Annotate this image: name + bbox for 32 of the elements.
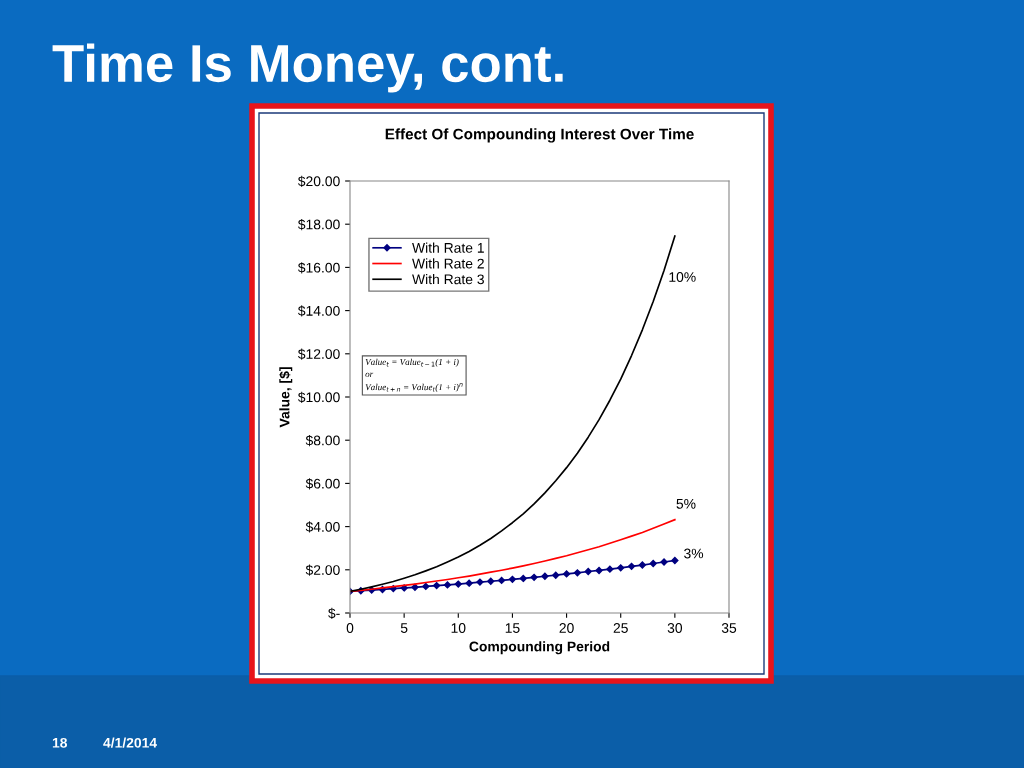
y-tick-label: $8.00 — [305, 434, 340, 447]
x-tick-label: 35 — [721, 623, 737, 633]
y-tick-label: $4.00 — [305, 521, 340, 533]
chart-subtitle: Effect Of Compounding Interest Over Time — [385, 128, 694, 143]
y-tick-label: $12.00 — [297, 348, 340, 360]
y-tick-label: $16.00 — [297, 262, 340, 274]
annotation: 3% — [684, 548, 704, 559]
x-tick-label: 5 — [400, 623, 408, 633]
x-tick-label: 20 — [559, 623, 574, 633]
x-axis-title: Compounding Period — [469, 641, 610, 655]
annotation: 10% — [669, 272, 696, 282]
x-tick-label: 10 — [451, 623, 466, 633]
annotation: 5% — [676, 498, 696, 509]
y-tick-label: $6.00 — [305, 478, 340, 490]
y-tick-label: $10.00 — [297, 391, 340, 403]
y-tick-label: $14.00 — [297, 305, 340, 317]
text: 4/1/2014 — [103, 737, 157, 748]
x-tick-label: 25 — [613, 623, 628, 633]
y-tick-label: $18.00 — [297, 218, 340, 231]
text: 18 — [52, 737, 68, 748]
y-tick-label: $- — [328, 607, 340, 619]
x-tick-label: 30 — [667, 623, 683, 633]
chart-title: Time Is Money, cont. — [52, 43, 563, 93]
x-tick-label: 0 — [346, 623, 354, 633]
y-tick-label: $2.00 — [305, 564, 340, 576]
x-tick-label: 15 — [505, 623, 520, 633]
text: Value$_{t}$ = Value$_{t−1}$(1 + i) or Value$_{t+n}$ = Value$_{t}$(1 + i)$^{n}$ — [365, 358, 463, 393]
y-tick-label: $20.00 — [297, 175, 340, 187]
legend-label: With Rate 1 — [412, 242, 484, 253]
y-axis-title: Value, [$] — [279, 367, 293, 428]
legend-label: With Rate 2 — [412, 258, 484, 269]
legend-label: With Rate 3 — [412, 274, 484, 285]
